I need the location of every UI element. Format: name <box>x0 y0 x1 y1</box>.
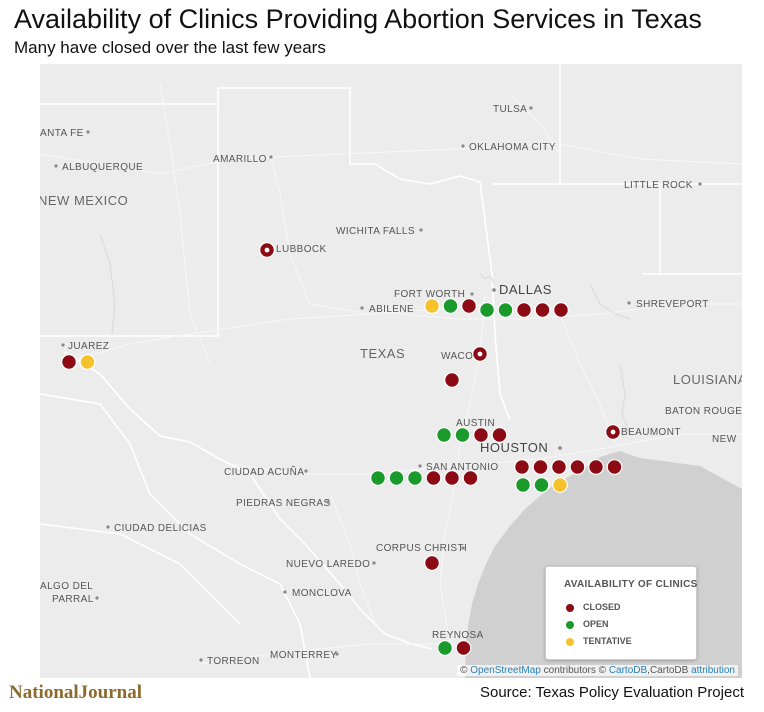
attribution-mid2: ,CartoDB <box>647 665 692 676</box>
clinic-marker-closed[interactable] <box>424 555 440 571</box>
place-label-juarez: JUAREZ <box>68 341 109 352</box>
clinic-marker-open[interactable] <box>442 298 459 314</box>
place-label-beaumont: BEAUMONT <box>621 427 681 438</box>
openstreetmap-link[interactable]: OpenStreetMap <box>470 665 541 676</box>
clinic-marker-closed[interactable] <box>444 470 460 486</box>
clinic-marker-closed[interactable] <box>491 427 508 443</box>
legend-label-open: OPEN <box>583 619 609 629</box>
place-label-ciudad-acuna: CIUDAD ACUÑA <box>224 465 304 478</box>
clinic-marker-open[interactable] <box>436 427 452 443</box>
legend-dot-open <box>566 621 574 629</box>
clinic-marker-open[interactable] <box>388 470 405 486</box>
city-label-houston: HOUSTON <box>480 440 548 455</box>
city-center-dot <box>477 351 483 357</box>
place-label-austin: AUSTIN <box>456 418 495 429</box>
clinic-marker-closed[interactable] <box>473 427 489 443</box>
place-label-amarillo: AMARILLO <box>213 154 267 165</box>
city-dot-houston <box>558 446 562 450</box>
place-label-fort-worth: FORT WORTH <box>394 289 465 300</box>
place-label-san-antonio: SAN ANTONIO <box>426 462 499 473</box>
rivers <box>99 233 631 435</box>
clinic-marker-closed[interactable] <box>61 354 77 370</box>
place-label-monterrey: MONTERREY <box>270 650 338 661</box>
clinic-marker-closed[interactable] <box>516 302 532 318</box>
city-center-dot <box>264 247 270 253</box>
place-label-waco: WACO <box>441 351 473 362</box>
clinic-marker-open[interactable] <box>479 302 495 318</box>
place-label-abilene: ABILENE <box>369 304 414 315</box>
clinic-marker-closed[interactable] <box>462 470 479 486</box>
place-label-hidalgo-del-parral-1: ALGO DEL <box>40 581 93 592</box>
place-label-albuquerque: ALBUQUERQUE <box>62 162 143 173</box>
clinic-marker-open[interactable] <box>407 470 423 486</box>
legend: AVAILABILITY OF CLINICS CLOSED OPEN TENT… <box>545 566 697 660</box>
place-labels: ANTA FE ALBUQUERQUE AMARILLO TULSA OKLAH… <box>40 104 742 667</box>
place-label-wichita-falls: WICHITA FALLS <box>336 226 415 237</box>
city-dot-dallas <box>492 288 496 292</box>
clinic-marker-open[interactable] <box>515 477 531 493</box>
clinic-marker-closed[interactable] <box>569 459 586 475</box>
city-label-dallas: DALLAS <box>499 282 552 297</box>
clinic-marker-closed[interactable] <box>551 459 567 475</box>
attribution-mid: contributors © <box>540 665 609 676</box>
place-label-corpus-christi: CORPUS CHRISTI <box>376 543 467 554</box>
place-label-monclova: MONCLOVA <box>292 588 352 599</box>
place-label-little-rock: LITTLE ROCK <box>624 180 693 191</box>
place-label-tulsa: TULSA <box>493 104 527 115</box>
place-label-nuevo-laredo: NUEVO LAREDO <box>286 559 370 570</box>
place-label-hidalgo-del-parral-2: PARRAL <box>52 594 94 605</box>
place-label-ciudad-delicias: CIUDAD DELICIAS <box>114 523 207 534</box>
legend-title: AVAILABILITY OF CLINICS <box>564 579 698 590</box>
attribution-prefix: © <box>460 665 471 676</box>
place-label-lubbock: LUBBOCK <box>276 244 327 255</box>
place-label-oklahoma-city: OKLAHOMA CITY <box>469 142 556 153</box>
clinic-marker-open[interactable] <box>437 640 453 656</box>
clinic-marker-closed[interactable] <box>553 302 569 318</box>
legend-dot-closed <box>566 604 574 612</box>
clinic-marker-closed[interactable] <box>444 372 460 388</box>
legend-dot-tentative <box>566 638 574 646</box>
clinic-marker-open[interactable] <box>454 427 471 443</box>
clinic-marker-closed[interactable] <box>455 640 472 656</box>
clinic-marker-closed[interactable] <box>606 459 623 475</box>
place-label-baton-rouge: BATON ROUGE <box>665 406 742 417</box>
region-label-new-mexico: NEW MEXICO <box>40 193 128 208</box>
legend-label-closed: CLOSED <box>583 602 621 612</box>
clinic-marker-closed[interactable] <box>588 459 604 475</box>
region-label-louisiana: LOUISIANA <box>673 372 742 387</box>
legend-label-tentative: TENTATIVE <box>583 636 632 646</box>
clinic-marker-open[interactable] <box>370 470 386 486</box>
map-panel[interactable]: NEW MEXICO TEXAS LOUISIANA DALLAS HOUSTO… <box>40 64 742 678</box>
clinic-marker-closed[interactable] <box>514 459 530 475</box>
place-label-shreveport: SHREVEPORT <box>636 299 709 310</box>
national-journal-logo: NationalJournal <box>9 682 143 703</box>
cartodb-link[interactable]: CartoDB <box>608 665 648 676</box>
clinic-marker-closed[interactable] <box>532 459 549 475</box>
source-note: Source: Texas Policy Evaluation Project <box>479 684 744 701</box>
chart-subtitle: Many have closed over the last few years <box>14 38 326 57</box>
chart-title: Availability of Clinics Providing Aborti… <box>14 4 702 34</box>
clinic-marker-tentative[interactable] <box>552 477 568 493</box>
place-label-reynosa: REYNOSA <box>432 630 484 641</box>
region-label-texas: TEXAS <box>360 346 405 361</box>
clinic-marker-tentative[interactable] <box>424 298 440 314</box>
city-center-dot <box>610 429 616 435</box>
roads <box>40 83 742 665</box>
place-label-piedras-negras: PIEDRAS NEGRAS <box>236 498 331 509</box>
attribution-link[interactable]: attribution <box>691 665 735 676</box>
clinic-marker-open[interactable] <box>497 302 514 318</box>
clinic-marker-closed[interactable] <box>534 302 551 318</box>
place-label-santa-fe: ANTA FE <box>40 128 84 139</box>
map-canvas[interactable]: NEW MEXICO TEXAS LOUISIANA DALLAS HOUSTO… <box>40 64 742 678</box>
clinic-marker-closed[interactable] <box>461 298 477 314</box>
place-label-new: NEW <box>712 434 737 445</box>
clinic-marker-closed[interactable] <box>425 470 442 486</box>
place-label-torreon: TORREON <box>207 656 260 667</box>
clinic-markers[interactable] <box>61 242 623 656</box>
map-attribution: © OpenStreetMap contributors © CartoDB,C… <box>457 665 738 676</box>
clinic-marker-tentative[interactable] <box>79 354 96 370</box>
borders <box>40 64 742 678</box>
clinic-marker-open[interactable] <box>533 477 550 493</box>
